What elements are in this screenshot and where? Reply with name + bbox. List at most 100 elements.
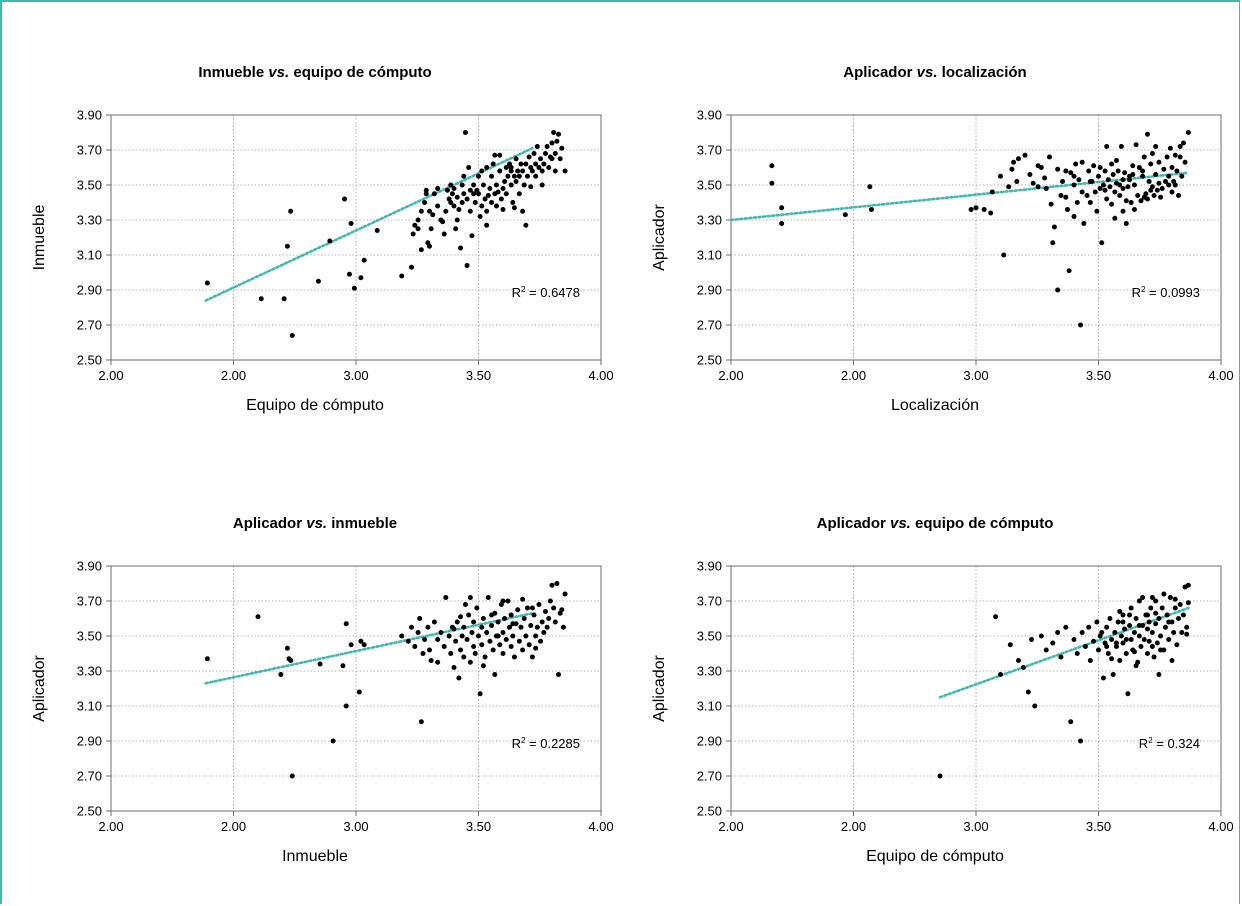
data-point: [1071, 637, 1077, 642]
y-tick-label: 3.70: [697, 143, 722, 158]
data-point: [281, 296, 287, 302]
data-point: [487, 638, 493, 644]
data-point: [500, 651, 506, 656]
data-point: [348, 642, 354, 648]
y-tick-label: 3.90: [697, 108, 722, 123]
data-point: [405, 638, 411, 644]
data-point: [1096, 647, 1101, 653]
data-point: [1140, 168, 1146, 174]
data-point: [1133, 616, 1139, 621]
data-point: [497, 642, 503, 648]
data-point: [1131, 630, 1137, 635]
data-point: [503, 165, 509, 170]
data-point: [495, 633, 501, 639]
data-point: [458, 647, 464, 653]
data-point: [867, 184, 873, 190]
data-point: [1055, 287, 1061, 293]
data-point: [471, 619, 477, 625]
data-point: [505, 173, 511, 179]
r-squared-label: R2 = 0.2285: [512, 736, 580, 751]
data-point: [1159, 186, 1165, 191]
data-point: [1107, 184, 1113, 190]
data-point: [1166, 637, 1172, 642]
data-point: [1071, 173, 1077, 179]
data-point: [454, 217, 460, 223]
data-point: [1115, 168, 1121, 174]
data-point: [440, 219, 446, 225]
data-point: [1120, 640, 1126, 646]
y-tick-label: 2.90: [697, 283, 722, 298]
x-tick-label: 3.50: [1086, 368, 1111, 383]
data-point: [1038, 633, 1044, 639]
data-point: [435, 203, 441, 209]
x-tick-label: 2.00: [98, 819, 123, 834]
y-tick-label: 2.50: [697, 353, 722, 368]
data-point: [1107, 616, 1113, 621]
data-point: [1154, 640, 1160, 646]
data-point: [497, 152, 503, 158]
data-point: [1099, 240, 1105, 246]
data-point: [1120, 612, 1126, 618]
data-point: [471, 644, 477, 649]
data-point: [562, 591, 568, 597]
data-point: [1100, 675, 1106, 681]
data-point: [204, 280, 210, 286]
data-point: [458, 245, 464, 251]
data-point: [1109, 161, 1115, 167]
data-point: [1011, 159, 1017, 165]
data-point: [1135, 193, 1141, 198]
data-point: [1117, 182, 1123, 188]
data-point: [479, 203, 485, 209]
data-point: [513, 179, 519, 184]
data-point: [1032, 703, 1038, 709]
data-point: [1015, 156, 1021, 162]
data-point: [500, 630, 506, 635]
y-tick-label: 2.70: [697, 318, 722, 333]
data-point: [484, 630, 490, 635]
x-tick-label: 4.00: [588, 368, 613, 383]
data-point: [453, 638, 459, 644]
data-point: [448, 200, 454, 205]
data-point: [505, 598, 511, 604]
data-point: [1102, 168, 1108, 174]
data-point: [1104, 644, 1110, 649]
data-point: [1110, 172, 1116, 177]
data-point: [1112, 215, 1118, 221]
data-point: [1158, 633, 1164, 639]
x-axis-label: Equipo de cómputo: [246, 397, 384, 414]
data-point: [461, 191, 467, 197]
data-point: [1035, 163, 1041, 169]
data-point: [973, 205, 979, 211]
y-tick-label: 3.90: [77, 559, 102, 574]
data-point: [351, 285, 357, 291]
data-point: [415, 630, 421, 635]
gridlines: [111, 565, 601, 811]
data-point: [1097, 165, 1103, 170]
data-point: [431, 619, 437, 625]
data-point: [868, 207, 874, 212]
y-tick-label: 2.50: [697, 804, 722, 819]
data-point: [518, 161, 524, 167]
data-point: [1112, 630, 1118, 635]
data-point: [204, 656, 210, 662]
data-point: [456, 675, 462, 681]
data-point: [549, 582, 555, 588]
y-tick-label: 2.90: [77, 283, 102, 298]
y-tick-label: 2.70: [77, 769, 102, 784]
data-point: [515, 607, 521, 613]
data-point: [1136, 633, 1142, 639]
data-point: [554, 138, 560, 144]
data-point: [998, 173, 1003, 179]
data-point: [531, 151, 537, 156]
data-point: [1179, 630, 1185, 635]
data-point: [511, 173, 517, 179]
data-point: [1172, 152, 1178, 158]
data-point: [528, 623, 534, 628]
data-point: [418, 719, 424, 725]
data-point: [358, 275, 364, 281]
data-point: [462, 602, 468, 607]
data-point: [425, 624, 431, 630]
data-point: [1082, 644, 1088, 649]
trendline: [204, 611, 534, 685]
